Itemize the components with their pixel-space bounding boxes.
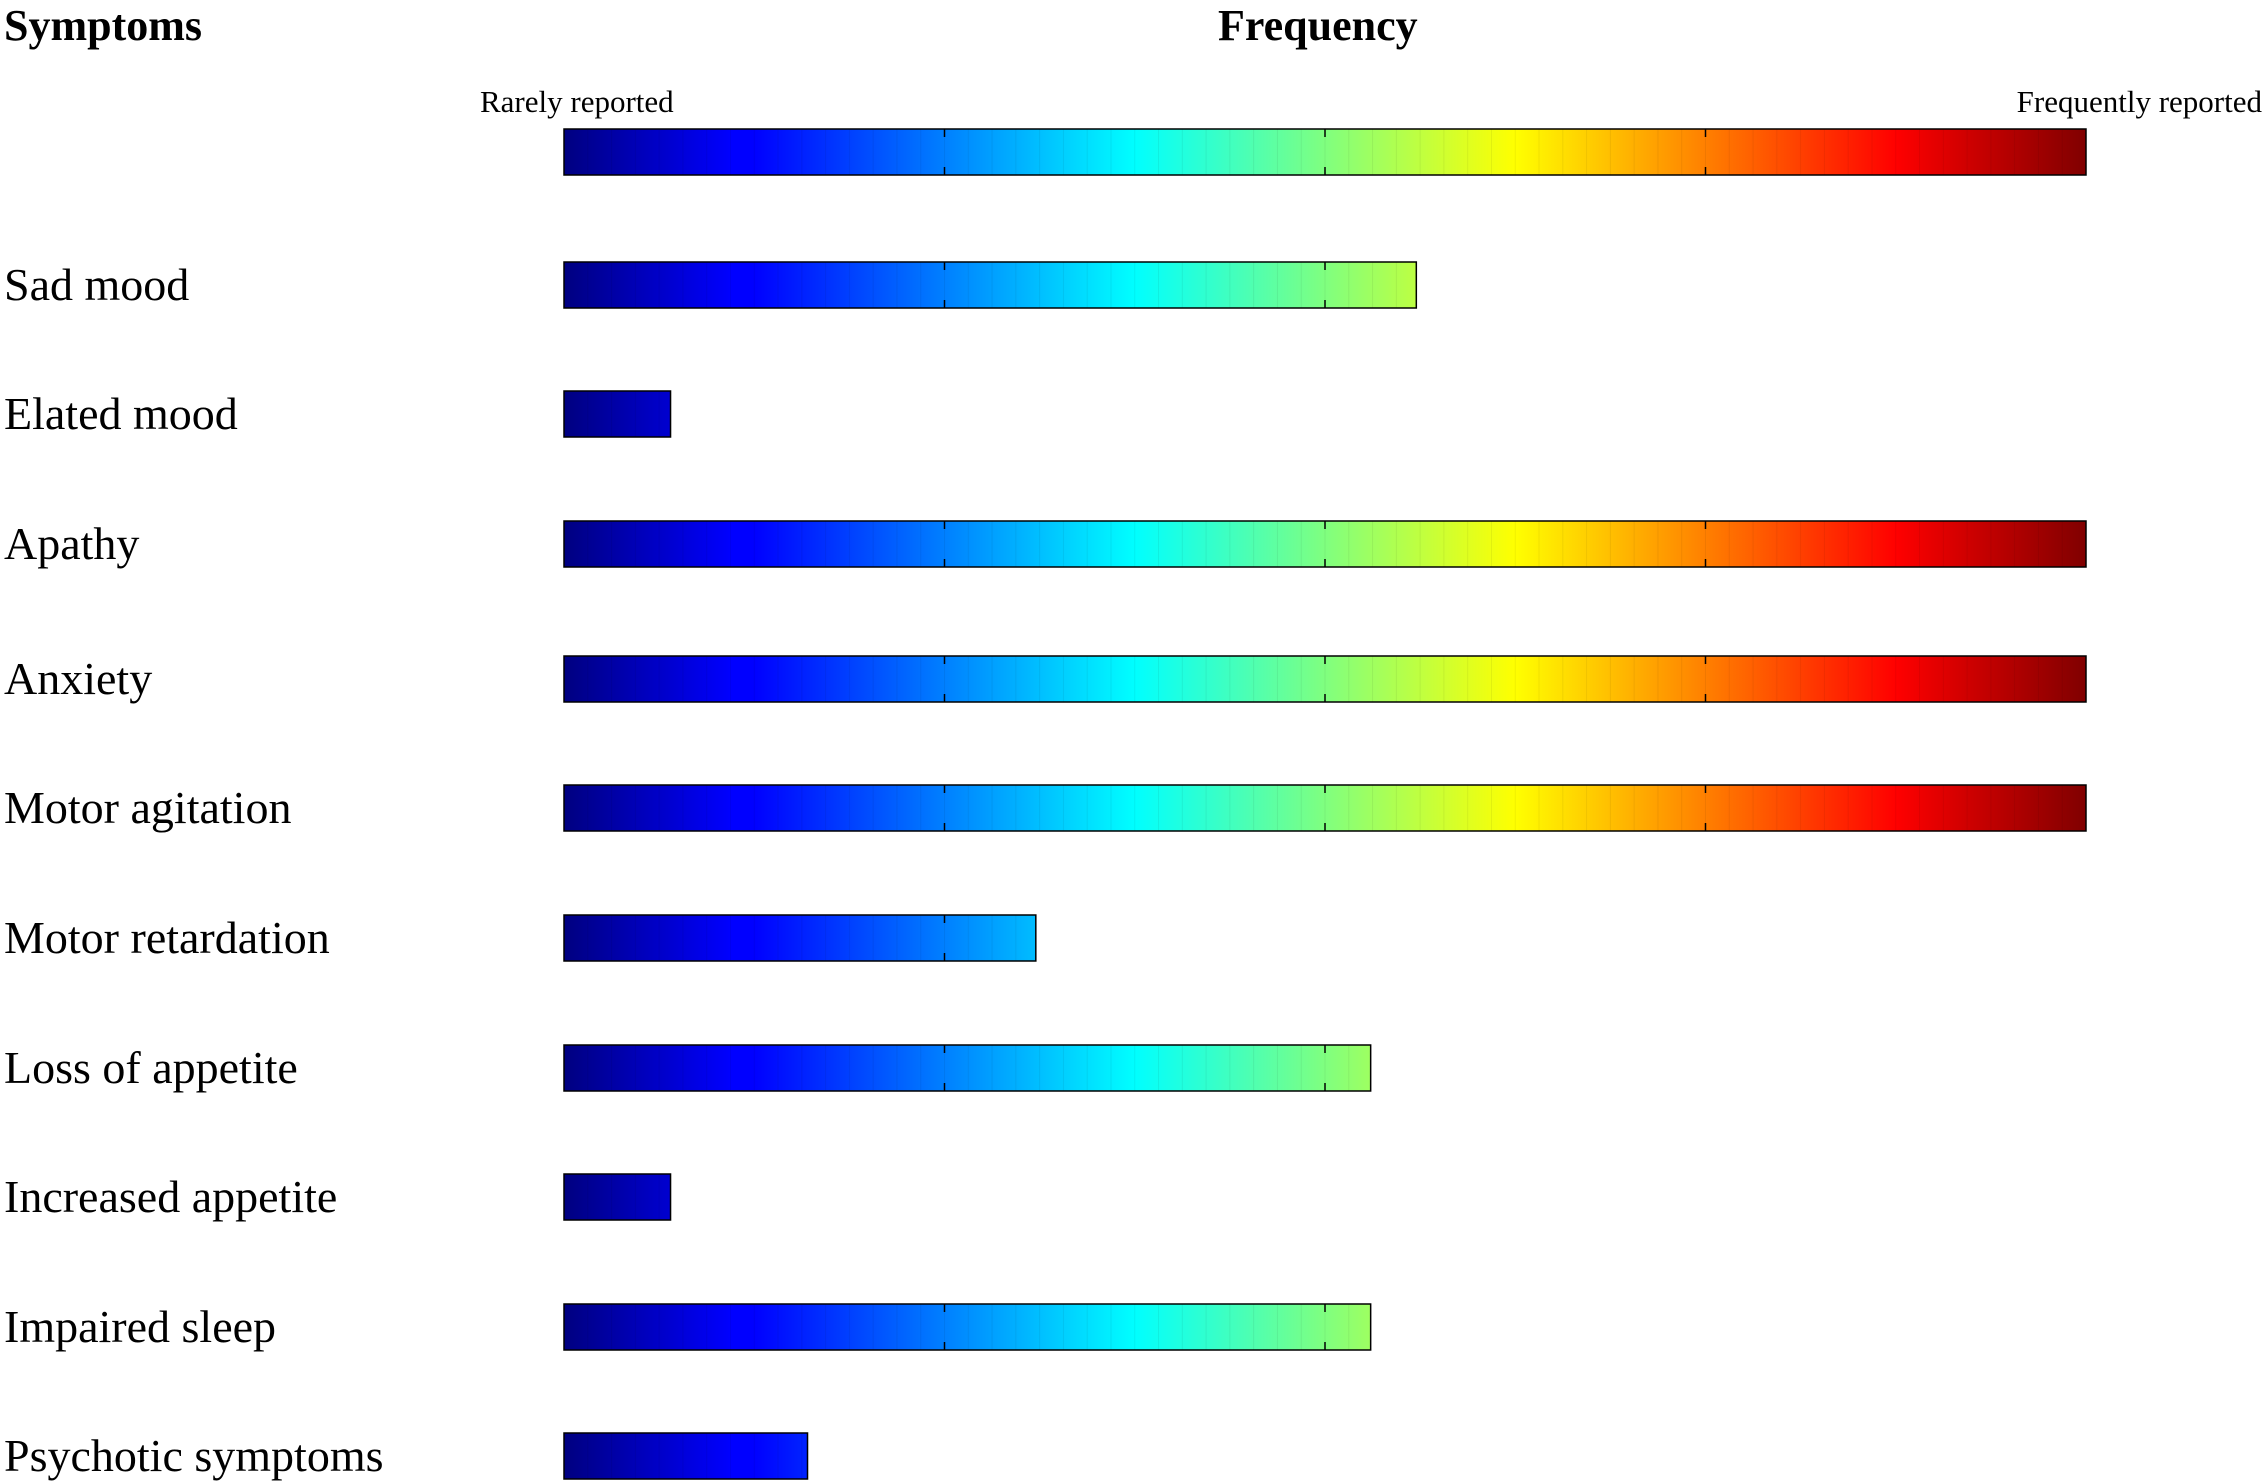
symptoms-header: Symptoms bbox=[4, 1, 203, 50]
colorbar bbox=[563, 128, 2087, 176]
scale-low-label: Rarely reported bbox=[480, 84, 674, 119]
bar-rect bbox=[563, 1044, 1372, 1092]
bar-motor-agitation bbox=[563, 784, 2087, 832]
bar-rect bbox=[563, 914, 1037, 962]
bar-loss-of-appetite bbox=[563, 1044, 1372, 1092]
bar-rect bbox=[563, 261, 1418, 309]
category-label: Motor retardation bbox=[4, 912, 330, 963]
bar-anxiety bbox=[563, 655, 2087, 703]
bar-impaired-sleep bbox=[563, 1303, 1372, 1351]
category-label: Motor agitation bbox=[4, 782, 292, 833]
category-label: Loss of appetite bbox=[4, 1042, 298, 1093]
category-label: Anxiety bbox=[4, 653, 153, 704]
bar-sad-mood bbox=[563, 261, 1418, 309]
bar-increased-appetite bbox=[563, 1173, 672, 1221]
bar-rect bbox=[563, 1303, 1372, 1351]
category-label: Elated mood bbox=[4, 388, 238, 439]
bar-rect bbox=[563, 1173, 672, 1221]
category-label: Psychotic symptoms bbox=[4, 1430, 384, 1481]
bar-rect bbox=[563, 1432, 809, 1480]
category-label: Apathy bbox=[4, 518, 140, 569]
bar-elated-mood bbox=[563, 390, 672, 438]
category-label: Impaired sleep bbox=[4, 1301, 277, 1352]
category-label: Sad mood bbox=[4, 259, 190, 310]
scale-high-label: Frequently reported bbox=[2016, 84, 2262, 119]
bar-apathy bbox=[563, 520, 2087, 568]
bar-rect bbox=[563, 390, 672, 438]
frequency-header: Frequency bbox=[1218, 1, 1418, 50]
bar-motor-retardation bbox=[563, 914, 1037, 962]
bars-group bbox=[563, 261, 2087, 1480]
category-label: Increased appetite bbox=[4, 1171, 338, 1222]
bar-psychotic-symptoms bbox=[563, 1432, 809, 1480]
